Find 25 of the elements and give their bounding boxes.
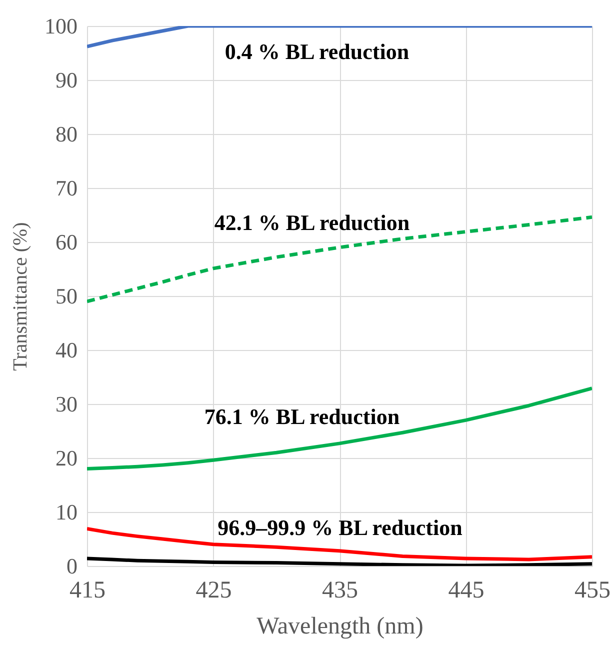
y-tick-label: 30 bbox=[56, 392, 78, 416]
line-series bbox=[87, 556, 592, 566]
x-tick-label: 425 bbox=[196, 578, 232, 604]
line-series bbox=[87, 215, 592, 304]
x-tick-label: 455 bbox=[574, 578, 610, 604]
y-tick-label: 50 bbox=[56, 284, 78, 308]
y-tick-label: 80 bbox=[56, 122, 78, 146]
annotation: 42.1 % BL reduction bbox=[214, 210, 410, 235]
y-tick-label: 40 bbox=[56, 338, 78, 362]
x-tick-label: 445 bbox=[448, 578, 484, 604]
y-tick-label: 60 bbox=[56, 230, 78, 254]
x-axis-title: Wavelength (nm) bbox=[256, 614, 424, 640]
y-tick-label: 100 bbox=[44, 14, 78, 38]
annotation: 96.9–99.9 % BL reduction bbox=[218, 515, 462, 540]
y-axis-title: Transmittance (%) bbox=[10, 222, 32, 371]
y-tick-label: 20 bbox=[56, 446, 78, 470]
y-tick-label: 70 bbox=[56, 176, 78, 200]
annotation: 0.4 % BL reduction bbox=[224, 39, 410, 64]
annotation: 76.1 % BL reduction bbox=[204, 404, 400, 429]
y-tick-label: 10 bbox=[56, 500, 78, 524]
x-tick-label: 435 bbox=[322, 578, 358, 604]
line-series bbox=[87, 386, 592, 471]
y-tick-label: 0 bbox=[66, 554, 78, 578]
y-tick-label: 90 bbox=[56, 68, 78, 92]
x-tick-label: 415 bbox=[70, 578, 106, 604]
